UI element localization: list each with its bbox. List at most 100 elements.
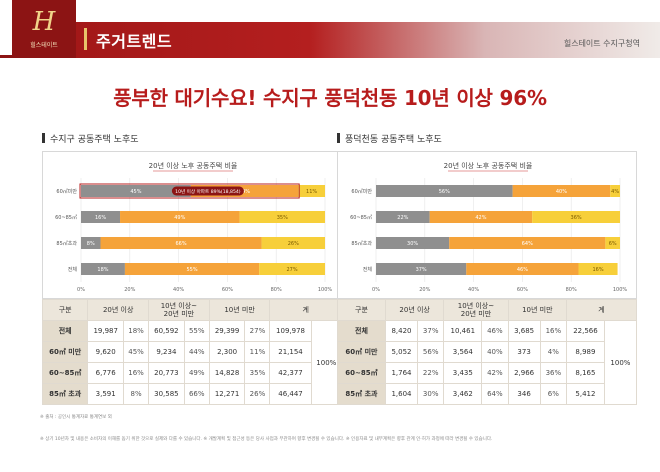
total-percent-cell: 100% <box>603 320 638 405</box>
count-cell: 3,591 <box>87 383 125 405</box>
col-header: 계 <box>566 299 637 321</box>
row-label: 60㎡ 미만 <box>41 341 89 363</box>
panel-title-text: 풍덕천동 공동주택 노후도 <box>345 134 442 145</box>
count-cell: 19,987 <box>87 320 125 342</box>
count-cell: 3,462 <box>443 383 483 405</box>
count-cell: 3,685 <box>507 320 541 342</box>
bar-segment <box>376 211 430 223</box>
count-cell: 9,234 <box>148 341 185 363</box>
bar-segment <box>429 211 533 223</box>
table-row: 85㎡ 초과 1,604 30% 3,462 64% 346 6% 5,412 <box>337 383 637 405</box>
col-header: 10년 이상~ 20년 미만 <box>443 299 509 321</box>
count-cell: 14,828 <box>208 362 246 384</box>
bar-value-label: 46% <box>517 267 528 273</box>
chart-title: 20년 이상 노후 공동주택 비율 <box>444 161 533 170</box>
col-header: 20년 이상 <box>87 299 150 321</box>
bar-segment <box>376 237 450 249</box>
percent-cell: 8% <box>123 383 150 405</box>
category-label: 85㎡초과 <box>56 240 77 247</box>
bar-segment <box>120 211 240 223</box>
chart-box: 20년 이상 노후 공동주택 비율 0% 20% 40% 60% 80% 100% 60㎡미만… <box>42 151 342 299</box>
panel-pungdeokcheon: 풍덕천동 공동주택 노후도 20년 이상 노후 공동주택 비율 0% 20% 40% 6… <box>337 131 638 405</box>
footnote: ※ 상기 10년차 및 내용은 소비자의 이해를 돕기 위한 것으로 실제와 다… <box>40 437 493 442</box>
bar-value-label: 26% <box>288 241 299 247</box>
bar-segment <box>605 237 620 249</box>
total-cell: 42,377 <box>269 362 312 384</box>
bar-segment <box>512 185 611 197</box>
logo-mark: H <box>32 7 56 37</box>
x-tick-label: 60% <box>222 287 233 293</box>
brand-name: 힐스테이트 수지구청역 <box>563 39 640 48</box>
percent-cell: 11% <box>244 341 271 363</box>
table-row: 전체 8,420 37% 10,461 46% 3,685 16% 22,566 100% <box>337 320 638 405</box>
bar-segment <box>81 263 125 275</box>
bar-value-label: 30% <box>407 241 418 247</box>
panel-title-text: 수지구 공동주택 노후도 <box>50 134 139 145</box>
brand-logo[interactable]: H 힐스테이트 <box>12 0 76 58</box>
bar-value-label: 44% <box>239 189 250 195</box>
category-label: 85㎡초과 <box>351 240 372 247</box>
bar-value-label: 42% <box>475 215 486 221</box>
table-row: 85㎡ 초과 3,591 8% 30,585 66% 12,271 26% 46,447 <box>41 383 342 405</box>
bar-segment <box>449 237 606 249</box>
count-cell: 60,592 <box>148 320 185 342</box>
bar-value-label: 18% <box>97 267 108 273</box>
total-cell: 109,978 <box>269 320 312 342</box>
bar-value-label: 22% <box>397 215 408 221</box>
count-cell: 3,564 <box>443 341 483 363</box>
headline: 풍부한 대기수요! 수지구 풍덕천동 10년 이상 96% <box>113 86 547 110</box>
stacked-bar-chart: 20년 이상 노후 공동주택 비율 0% 20% 40% 60% 80% 100% 60㎡미만… <box>55 161 333 293</box>
bar-value-label: 45% <box>130 189 141 195</box>
percent-cell: 37% <box>417 320 445 342</box>
bar-segment <box>532 211 620 223</box>
percent-cell: 4% <box>539 341 568 363</box>
row-label: 60~85㎡ <box>41 362 89 384</box>
table-row: 전체 19,987 18% 60,592 55% 29,399 27% 109,978 100% <box>41 320 343 405</box>
bar-value-label: 64% <box>522 241 533 247</box>
chart-box: 20년 이상 노후 공동주택 비율 0% 20% 40% 60% 80% 100% 60㎡미만… <box>337 151 637 299</box>
bar-segment <box>100 237 262 249</box>
count-cell: 3,435 <box>443 362 483 384</box>
count-cell: 2,966 <box>507 362 541 384</box>
percent-cell: 16% <box>123 362 150 384</box>
col-header: 10년 미만 <box>507 299 568 321</box>
bar-value-label: 66% <box>175 241 186 247</box>
bar-value-label: 56% <box>439 189 450 195</box>
total-cell: 5,412 <box>566 383 605 405</box>
percent-cell: 18% <box>123 320 150 342</box>
x-tick-label: 0% <box>372 287 380 293</box>
row-label: 전체 <box>337 320 386 342</box>
col-header: 구분 <box>337 299 386 321</box>
count-cell: 30,585 <box>148 383 185 405</box>
percent-cell: 27% <box>244 320 271 342</box>
percent-cell: 40% <box>481 341 509 363</box>
category-label: 전체 <box>68 266 78 273</box>
percent-cell: 64% <box>481 383 509 405</box>
chart-title: 20년 이상 노후 공동주택 비율 <box>149 161 238 170</box>
x-tick-label: 100% <box>318 287 333 293</box>
bar-segment <box>81 211 121 223</box>
x-tick-label: 100% <box>613 287 628 293</box>
percent-cell: 66% <box>183 383 210 405</box>
table-header-row: 구분 20년 이상 10년 이상~ 20년 미만 10년 미만 계 <box>337 299 637 321</box>
bar-segment <box>261 237 325 249</box>
bar-value-label: 36% <box>571 215 582 221</box>
bar-segment <box>124 263 260 275</box>
page-title: 주거트렌드 <box>96 32 173 51</box>
total-cell: 46,447 <box>269 383 312 405</box>
row-label: 60~85㎡ <box>337 362 386 384</box>
x-tick-label: 0% <box>77 287 85 293</box>
total-cell: 8,165 <box>566 362 605 384</box>
title-band: 주거트렌드 힐스테이트 수지구청역 <box>76 22 660 58</box>
row-label: 85㎡ 초과 <box>337 383 386 405</box>
row-label: 85㎡ 초과 <box>41 383 89 405</box>
x-tick-label: 40% <box>173 287 184 293</box>
percent-cell: 55% <box>183 320 210 342</box>
bar-value-label: 8% <box>87 241 95 247</box>
count-cell: 5,052 <box>384 341 419 363</box>
percent-cell: 42% <box>481 362 509 384</box>
total-percent-cell: 100% <box>310 320 343 405</box>
percent-cell: 45% <box>123 341 150 363</box>
table-row: 60~85㎡ 6,776 16% 20,773 49% 14,828 35% 42,377 <box>41 362 342 384</box>
bar-segment <box>466 263 579 275</box>
